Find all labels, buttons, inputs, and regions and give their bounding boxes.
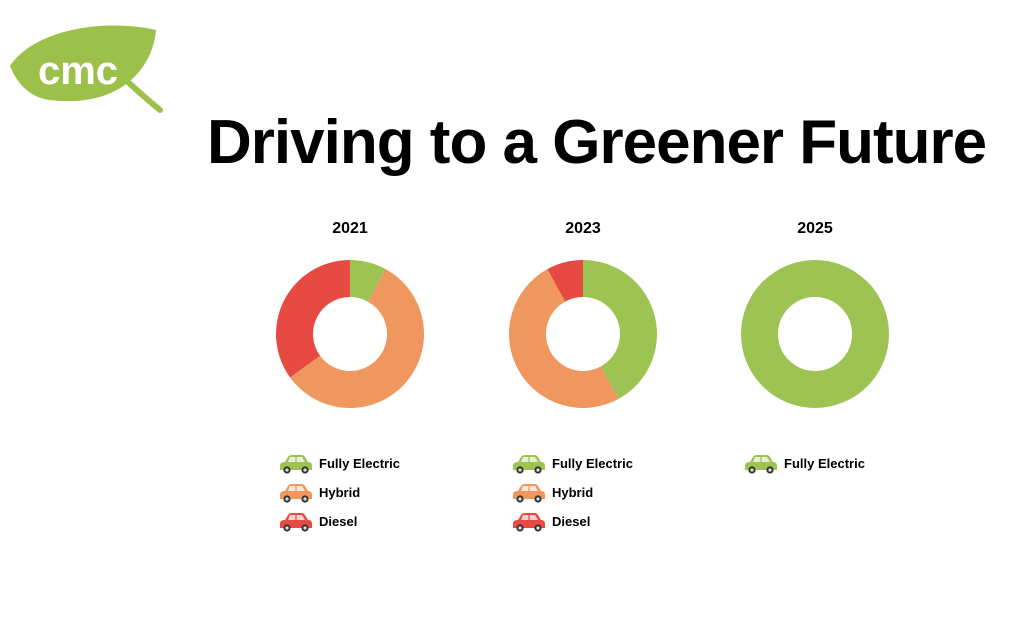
- car-icon: [513, 483, 545, 503]
- donut-chart: [509, 260, 657, 408]
- legend-label: Hybrid: [319, 485, 361, 500]
- car-icon: [513, 454, 545, 474]
- car-icon: [280, 483, 312, 503]
- legend-item-fully-electric: Fully Electric: [278, 449, 400, 478]
- legend-label: Diesel: [319, 514, 358, 529]
- legend: Fully Electric Hybrid Diesel: [511, 449, 633, 536]
- legend-item-hybrid: Hybrid: [511, 478, 633, 507]
- donut-chart: [276, 260, 424, 408]
- car-icon: [513, 512, 545, 532]
- legend-item-diesel: Diesel: [278, 507, 400, 536]
- legend-item-diesel: Diesel: [511, 507, 633, 536]
- legend-label: Diesel: [552, 514, 591, 529]
- slice-fully-electric: [583, 260, 657, 399]
- legend-label: Fully Electric: [552, 456, 633, 471]
- legend: Fully Electric Hybrid Diesel: [278, 449, 400, 536]
- donut-chart: [741, 260, 889, 408]
- slice-hybrid: [509, 269, 619, 408]
- logo: cmc: [6, 22, 166, 114]
- slice-diesel: [276, 260, 350, 378]
- logo-text: cmc: [38, 49, 118, 93]
- chart-2023: 2023 Fully Electric Hybrid Diesel: [503, 214, 683, 574]
- slice-diesel: [547, 260, 583, 302]
- chart-2025: 2025 Fully Electric: [735, 214, 915, 574]
- page-title: Driving to a Greener Future: [207, 108, 987, 177]
- legend-label: Hybrid: [552, 485, 594, 500]
- chart-title: 2025: [797, 220, 833, 237]
- car-icon: [280, 454, 312, 474]
- legend-label: Fully Electric: [319, 456, 400, 471]
- chart-2021: 2021 Fully Electric Hybrid Diesel: [270, 214, 450, 574]
- car-icon: [280, 512, 312, 532]
- chart-title: 2023: [565, 220, 601, 237]
- legend-label: Fully Electric: [784, 456, 865, 471]
- slice-fully-electric: [350, 260, 386, 302]
- leaf-icon: cmc: [10, 25, 163, 113]
- legend-item-fully-electric: Fully Electric: [511, 449, 633, 478]
- legend: Fully Electric: [743, 449, 865, 478]
- slice-hybrid: [290, 269, 424, 408]
- legend-item-fully-electric: Fully Electric: [743, 449, 865, 478]
- legend-item-hybrid: Hybrid: [278, 478, 400, 507]
- car-icon: [745, 454, 777, 474]
- chart-title: 2021: [332, 220, 368, 237]
- slice-fully-electric: [741, 260, 889, 408]
